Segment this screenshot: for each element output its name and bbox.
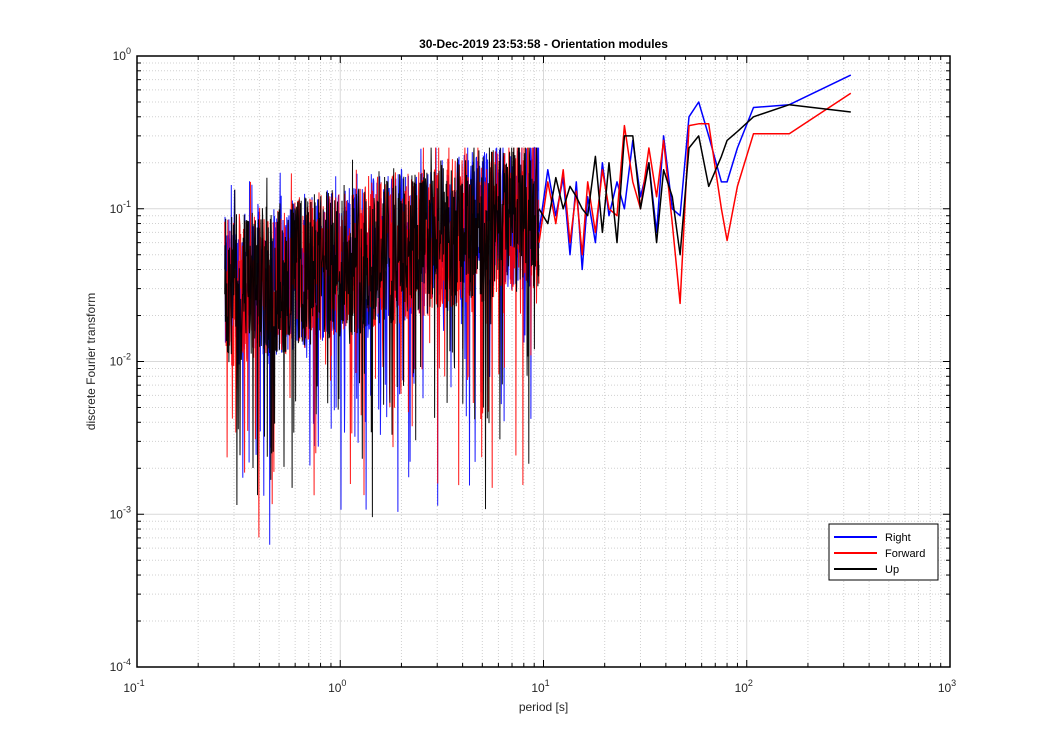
x-tick-label: 103	[938, 678, 956, 695]
noise-trace-up	[224, 147, 540, 518]
y-tick-label: 10-1	[110, 199, 131, 216]
x-tick-label: 10-1	[123, 678, 144, 695]
series-lines	[538, 74, 852, 305]
y-axis-label: discrete Fourier transform	[84, 293, 98, 430]
x-axis-label: period [s]	[519, 700, 568, 714]
chart-title: 30-Dec-2019 23:53:58 - Orientation modul…	[419, 37, 668, 51]
legend-label-right: Right	[885, 532, 911, 544]
y-tick-label: 100	[113, 46, 131, 63]
legend-label-forward: Forward	[885, 548, 925, 560]
x-tick-label: 100	[328, 678, 346, 695]
y-tick-label: 10-3	[110, 504, 131, 521]
legend: Right Forward Up	[828, 523, 939, 581]
y-tick-label: 10-2	[110, 352, 131, 369]
y-tick-label: 10-4	[110, 657, 131, 674]
x-tick-label: 101	[531, 678, 549, 695]
series-line-up	[538, 103, 851, 256]
legend-label-up: Up	[885, 564, 899, 576]
noise-band	[224, 147, 540, 545]
axis-ticks: 10-1 100 101 102 103 10-4 10-3 10-2 10-1 100	[110, 46, 957, 695]
x-tick-label: 102	[735, 678, 753, 695]
